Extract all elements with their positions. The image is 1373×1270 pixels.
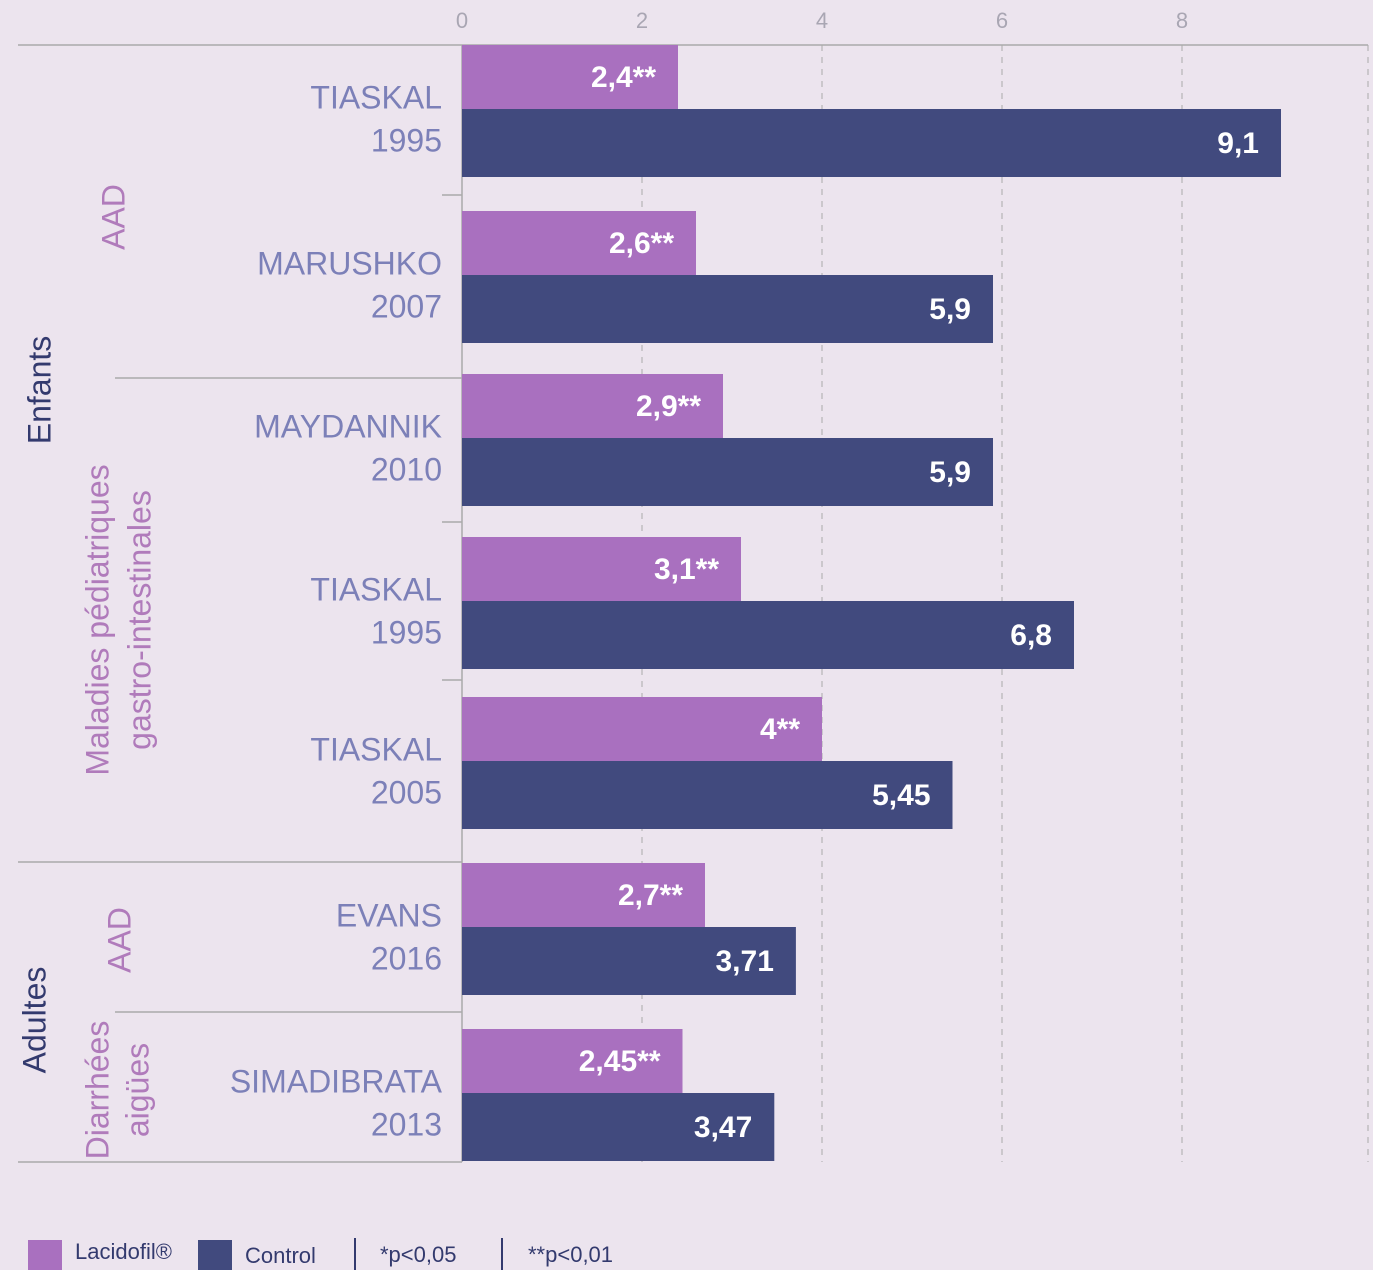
- bar: [462, 697, 822, 761]
- subgroup-label: aigües: [119, 1043, 155, 1137]
- bar: [462, 275, 993, 343]
- x-tick-label: 4: [816, 8, 828, 33]
- bar: [462, 863, 705, 927]
- category-label: TIASKAL: [310, 571, 442, 607]
- bar: [462, 761, 953, 829]
- value-label: 5,9: [929, 456, 971, 489]
- value-label: 6,8: [1010, 619, 1052, 652]
- category-label: MAYDANNIK: [254, 408, 442, 444]
- category-label: TIASKAL: [310, 79, 442, 115]
- subgroup-label: AAD: [101, 907, 137, 973]
- value-label: 2,9**: [636, 390, 701, 423]
- bar: [462, 1029, 683, 1093]
- category-label: MARUSHKO: [257, 245, 442, 281]
- category-label: EVANS: [336, 897, 442, 933]
- subgroup-label: gastro-intestinales: [121, 490, 157, 750]
- legend-swatch: [198, 1240, 232, 1270]
- x-tick-label: 8: [1176, 8, 1188, 33]
- bar: [462, 109, 1281, 177]
- category-label: TIASKAL: [310, 731, 442, 767]
- subgroup-label: AAD: [95, 184, 131, 250]
- category-label: 2007: [371, 288, 442, 324]
- legend-swatch: [28, 1240, 62, 1270]
- bar: [462, 211, 696, 275]
- bar: [462, 374, 723, 438]
- value-label: 4**: [760, 713, 800, 746]
- value-label: 2,6**: [609, 227, 674, 260]
- value-label: 5,9: [929, 293, 971, 326]
- category-label: SIMADIBRATA: [230, 1063, 443, 1099]
- bar: [462, 45, 678, 109]
- group-label: Enfants: [21, 336, 57, 445]
- bar: [462, 438, 993, 506]
- group-label: Adultes: [16, 967, 52, 1074]
- value-label: 2,45**: [579, 1045, 661, 1078]
- bar: [462, 601, 1074, 669]
- legend-label: Lacidofil®: [75, 1239, 172, 1264]
- bar: [462, 927, 796, 995]
- value-label: 3,1**: [654, 553, 719, 586]
- bar: [462, 1093, 775, 1161]
- value-label: 5,45: [872, 779, 930, 812]
- x-tick-label: 6: [996, 8, 1008, 33]
- category-label: 2005: [371, 774, 442, 810]
- subgroup-label: Maladies pédiatriques: [79, 464, 115, 775]
- note: *p<0,05: [380, 1242, 456, 1267]
- note: **p<0,01: [528, 1242, 613, 1267]
- category-label: 1995: [371, 614, 442, 650]
- category-label: 2013: [371, 1106, 442, 1142]
- x-tick-label: 2: [636, 8, 648, 33]
- bar: [462, 537, 741, 601]
- value-label: 3,47: [694, 1111, 752, 1144]
- value-label: 9,1: [1217, 127, 1259, 160]
- category-label: 1995: [371, 122, 442, 158]
- category-label: 2016: [371, 940, 442, 976]
- value-label: 2,4**: [591, 61, 656, 94]
- category-label: 2010: [371, 451, 442, 487]
- value-label: 3,71: [716, 945, 774, 978]
- subgroup-label: Diarrhées: [79, 1021, 115, 1160]
- legend-label: Control: [245, 1243, 316, 1268]
- value-label: 2,7**: [618, 879, 683, 912]
- x-tick-label: 0: [456, 8, 468, 33]
